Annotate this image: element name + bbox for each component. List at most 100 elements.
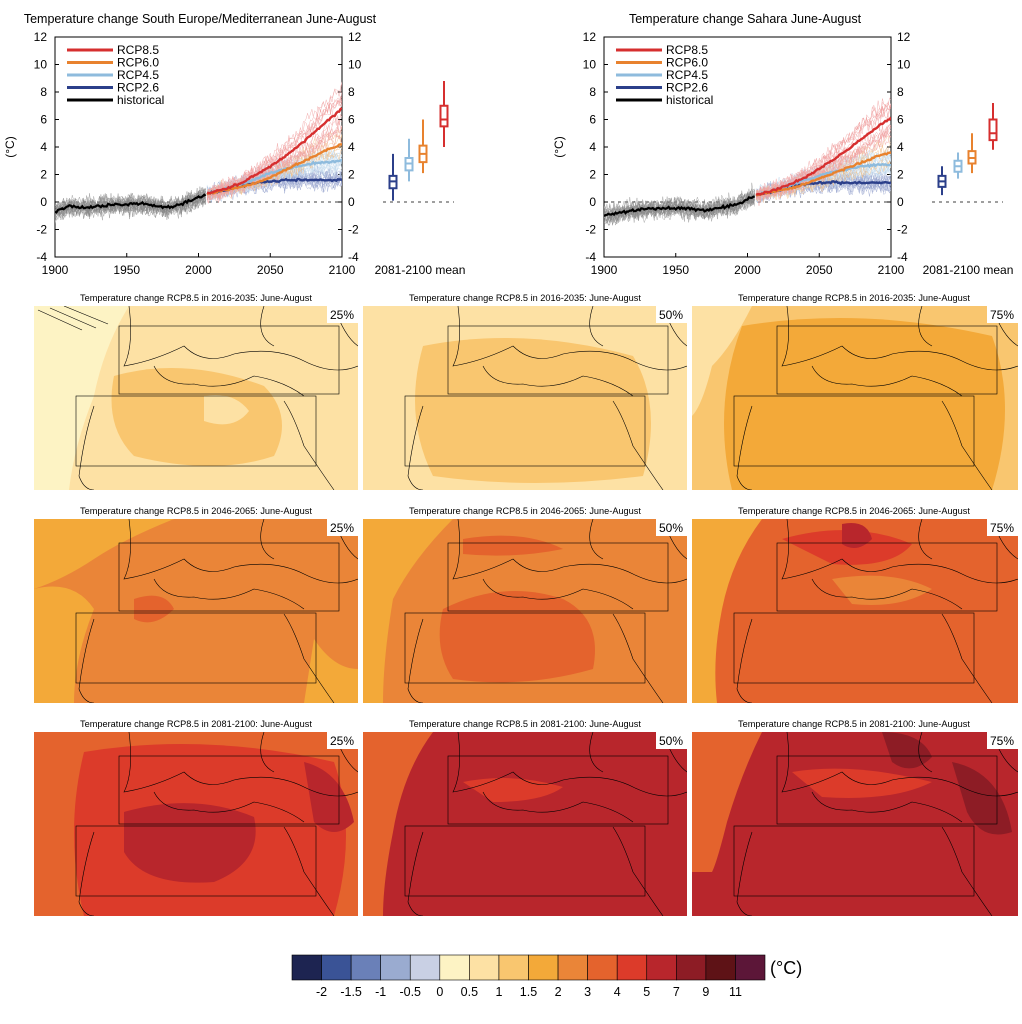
ensemble-member-rcp8.5 xyxy=(206,96,342,197)
y-tick-label: 2 xyxy=(40,168,47,182)
percentile-label: 75% xyxy=(990,308,1014,322)
y-tick-label: -4 xyxy=(585,250,596,264)
y-tick-label: 12 xyxy=(34,30,48,44)
map-title: Temperature change RCP8.5 in 2016-2035: … xyxy=(80,293,312,303)
colorbar-cell xyxy=(587,954,618,981)
y-tick-label: -2 xyxy=(585,223,596,237)
map-title: Temperature change RCP8.5 in 2016-2035: … xyxy=(409,293,641,303)
colorbar-cell xyxy=(409,954,441,981)
x-tick-label: 2100 xyxy=(878,263,905,277)
map-panel-2046-2065-75: Temperature change RCP8.5 in 2046-2065: … xyxy=(692,506,1018,703)
map-panel-2046-2065-25: Temperature change RCP8.5 in 2046-2065: … xyxy=(34,506,358,703)
y-tick-label: 12 xyxy=(348,30,362,44)
colorbar-tick-label: 1 xyxy=(495,985,502,999)
y-tick-label: 10 xyxy=(34,58,48,72)
legend-label: historical xyxy=(666,93,713,107)
y-tick-label: 2 xyxy=(348,168,355,182)
map-title: Temperature change RCP8.5 in 2081-2100: … xyxy=(80,719,312,729)
colorbar-tick-label: 9 xyxy=(702,985,709,999)
colorbar-tick-label: 11 xyxy=(729,985,742,999)
y-tick-label: 0 xyxy=(40,195,47,209)
map-panel-2081-2100-25: Temperature change RCP8.5 in 2081-2100: … xyxy=(34,719,358,916)
map-panel-2046-2065-50: Temperature change RCP8.5 in 2046-2065: … xyxy=(363,506,687,703)
legend-label: RCP2.6 xyxy=(117,81,159,95)
y-tick-label: 8 xyxy=(897,85,904,99)
legend-label: RCP6.0 xyxy=(666,56,708,70)
percentile-box xyxy=(987,519,1018,536)
mean-line-rcp6.0 xyxy=(755,151,891,197)
boxplot-rcp2.6 xyxy=(937,166,947,196)
colorbar-unit: (°C) xyxy=(770,958,802,978)
mean-line-rcp6.0 xyxy=(206,143,342,196)
y-axis-label: (°C) xyxy=(552,136,566,157)
historical-member xyxy=(55,191,206,218)
colorbar-cell xyxy=(469,954,500,981)
mean-line-rcp8.5 xyxy=(207,107,342,195)
percentile-label: 25% xyxy=(330,734,354,748)
y-tick-label: -2 xyxy=(348,223,359,237)
x-ticks: 1900 1950 2000 2050 2100 xyxy=(42,253,356,277)
map-canvas xyxy=(34,732,358,916)
map-panel-2081-2100-75: Temperature change RCP8.5 in 2081-2100: … xyxy=(692,719,1018,916)
y-ticks-right: 12 10 8 6 4 2 0 -2 -4 xyxy=(338,30,362,264)
colorbar: -2 -1.5 -1 -0.5 0 0.5 1 1.5 2 3 4 5 7 9 11 (°C) xyxy=(291,954,802,999)
colorbar-tick-label: -0.5 xyxy=(399,985,421,999)
colorbar-cell xyxy=(291,954,322,981)
y-tick-label: 12 xyxy=(897,30,911,44)
y-tick-label: 6 xyxy=(40,113,47,127)
colorbar-tick-label: -1.5 xyxy=(340,985,362,999)
colorbar-labels: -2 -1.5 -1 -0.5 0 0.5 1 1.5 2 3 4 5 7 9 11 xyxy=(316,985,742,999)
y-tick-label: 10 xyxy=(897,58,911,72)
percentile-box xyxy=(656,732,687,749)
boxplots xyxy=(383,81,454,203)
colorbar-cell xyxy=(676,954,707,981)
legend-label: RCP6.0 xyxy=(117,56,159,70)
y-tick-label: -4 xyxy=(897,250,908,264)
map-panel-2016-2035-75: Temperature change RCP8.5 in 2016-2035: … xyxy=(692,293,1018,490)
y-tick-label: -4 xyxy=(36,250,47,264)
boxplot-rcp6.0 xyxy=(418,119,428,174)
x-tick-label: 1900 xyxy=(42,263,69,277)
legend-label: RCP8.5 xyxy=(117,43,159,57)
colorbar-cell xyxy=(528,954,559,981)
y-axis-label: (°C) xyxy=(3,136,17,157)
mean-line-rcp8.5 xyxy=(755,116,891,196)
map-canvas xyxy=(692,732,1018,916)
boxplot-rcp6.0 xyxy=(967,133,977,174)
colorbar-cell xyxy=(321,954,352,981)
colorbar-cell xyxy=(498,954,529,981)
panel-title: Temperature change Sahara June-August xyxy=(629,12,862,26)
map-title: Temperature change RCP8.5 in 2046-2065: … xyxy=(409,506,641,516)
boxplot-rcp2.6 xyxy=(388,153,398,201)
colorbar-cells xyxy=(291,954,766,981)
ensemble-member-rcp8.5 xyxy=(206,100,342,196)
boxplot-rcp8.5 xyxy=(988,103,998,150)
percentile-label: 50% xyxy=(659,734,683,748)
ensemble-member-rcp8.5 xyxy=(206,81,342,197)
y-ticks-left: 12 10 8 6 4 2 0 -2 -4 xyxy=(34,30,59,264)
colorbar-tick-label: 0 xyxy=(436,985,443,999)
legend-label: historical xyxy=(117,93,164,107)
map-canvas xyxy=(692,519,1018,703)
y-tick-label: -2 xyxy=(897,223,908,237)
y-tick-label: 4 xyxy=(589,140,596,154)
map-canvas xyxy=(34,519,358,703)
scenario-means xyxy=(604,116,891,217)
boxplots xyxy=(932,103,1003,203)
percentile-box xyxy=(656,306,687,323)
y-tick-label: 6 xyxy=(589,113,596,127)
map-canvas xyxy=(692,306,1018,490)
y-tick-label: -2 xyxy=(36,223,47,237)
percentile-box xyxy=(987,306,1018,323)
y-tick-label: 2 xyxy=(897,168,904,182)
map-panel-2081-2100-50: Temperature change RCP8.5 in 2081-2100: … xyxy=(363,719,687,916)
map-row-2016-2035: Temperature change RCP8.5 in 2016-2035: … xyxy=(34,293,1018,490)
historical-member xyxy=(55,192,206,222)
y-tick-label: 10 xyxy=(348,58,362,72)
percentile-box xyxy=(327,306,358,323)
y-tick-label: 4 xyxy=(348,140,355,154)
map-canvas xyxy=(363,519,687,703)
